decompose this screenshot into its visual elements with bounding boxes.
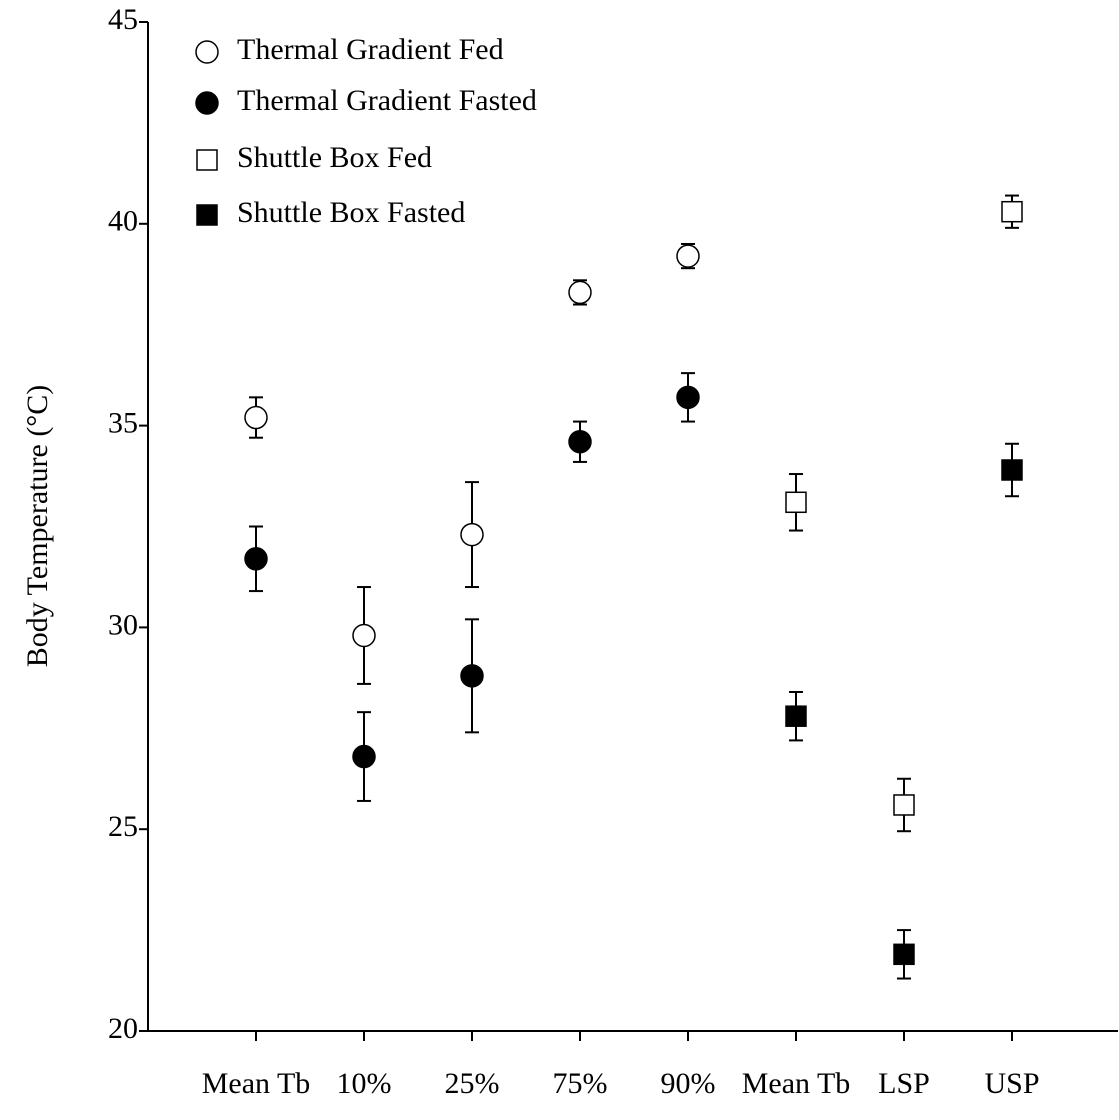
legend-marker [195,91,219,115]
data-point [1001,200,1023,223]
y-tick-label: 35 [108,406,138,439]
legend-label: Thermal Gradient Fasted [237,84,537,117]
legend-label: Shuttle Box Fed [237,141,432,174]
x-tick-label: 90% [661,1067,716,1100]
legend-marker [196,149,218,171]
x-tick-label: LSP [878,1067,930,1100]
x-tick-label: USP [984,1067,1039,1100]
x-tick-label: 10% [337,1067,392,1100]
data-point [785,491,807,514]
data-point [893,794,915,816]
legend-label: Thermal Gradient Fed [237,33,504,66]
x-tick-label: Mean Tb [742,1067,851,1100]
data-point [893,943,915,966]
data-point [352,623,376,648]
y-tick-label: 30 [108,608,138,641]
legend-label: Shuttle Box Fasted [237,196,465,229]
legend-marker [196,204,218,226]
y-tick-label: 40 [108,205,138,238]
data-point [244,405,268,430]
y-tick-label: 45 [108,3,138,36]
data-point [460,664,484,688]
data-point [785,705,807,727]
legend-marker [195,40,219,64]
y-tick-label: 25 [108,810,138,843]
data-point [244,547,268,571]
data-point [676,385,700,410]
x-tick-label: 75% [553,1067,608,1100]
y-tick-label: 20 [108,1012,138,1045]
x-tick-label: Mean Tb [202,1067,311,1100]
data-point [352,744,376,769]
data-point [460,522,484,547]
data-point [1001,459,1023,481]
data-point [568,429,592,454]
y-axis-label: Body Temperature (°C) [21,385,54,668]
data-point [568,280,592,305]
data-point [676,244,700,268]
x-tick-label: 25% [445,1067,500,1100]
